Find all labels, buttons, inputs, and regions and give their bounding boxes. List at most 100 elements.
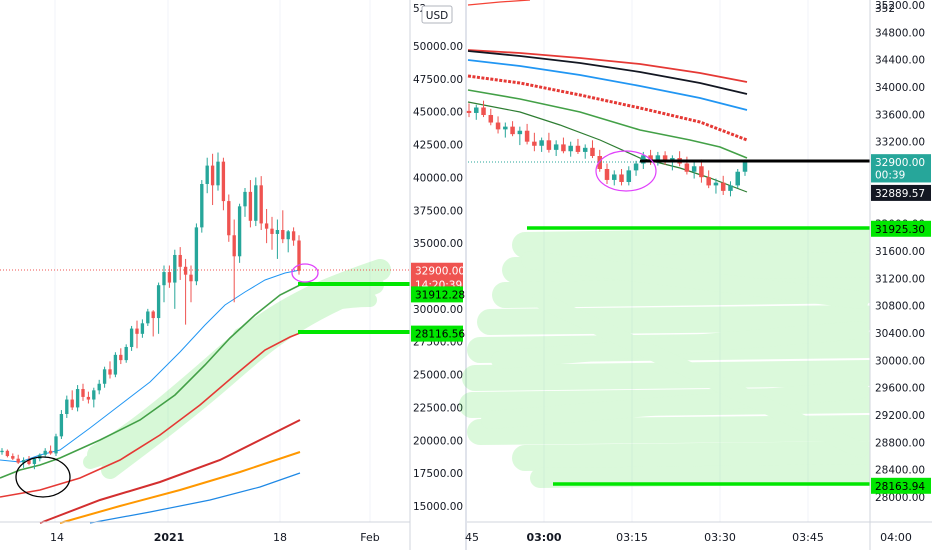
right-x-tick-0: 45 (465, 531, 479, 544)
price-tag-label: 28163.94 (875, 481, 925, 493)
candle-body (481, 107, 486, 116)
right-x-tick-2: 03:15 (616, 531, 648, 544)
candle-body (720, 182, 726, 191)
candle-body (216, 161, 220, 186)
panel-separator[interactable] (465, 0, 467, 550)
right-annotation-circle-pink (595, 150, 657, 192)
candle-body (237, 206, 242, 257)
candle-body (151, 311, 155, 319)
candle-body (684, 163, 690, 172)
y-tick-label: 33200.00 (875, 137, 925, 149)
right-price-axis[interactable]: 35200.00 34800.00 34400.00 34000.00 33600.00… (869, 0, 932, 550)
price-tag-label: 00:39 (875, 169, 905, 181)
ma-red-top (467, 0, 531, 6)
y-tick-label: 15000.00 (413, 501, 463, 513)
left-annotation-circle-pink (291, 263, 319, 283)
y-tick-label: 33600.00 (875, 109, 925, 121)
left-x-tick-3: Feb (360, 531, 379, 544)
left-brush-highlight (83, 259, 391, 479)
candle-body (259, 185, 263, 224)
candle-body (510, 126, 515, 135)
candle-body (189, 274, 193, 282)
ma-blue-long (89, 472, 301, 524)
candle-body (713, 182, 719, 186)
ma-mid-green (0, 284, 301, 479)
candle-body (582, 147, 588, 152)
right-time-axis[interactable]: 45 03:00 03:15 03:30 03:45 04:00 (465, 521, 932, 544)
candle-body (281, 230, 285, 240)
y-tick-label: 42500.00 (413, 140, 463, 152)
candle-body (662, 155, 668, 163)
price-tag-label: 32889.57 (875, 188, 925, 200)
ma-green-upper (467, 89, 748, 159)
candle-body (546, 140, 552, 150)
currency-selector[interactable]: USD (421, 5, 453, 24)
y-tick-label: 17500.00 (413, 468, 463, 480)
candle-body (612, 174, 617, 180)
ma-200-red (39, 419, 301, 524)
candle-body (21, 460, 26, 463)
y-tick-label-clipped: 352 (875, 3, 895, 15)
y-tick-label: 34400.00 (875, 55, 925, 67)
y-tick-label: 31200.00 (875, 273, 925, 285)
y-tick-label: 35000.00 (413, 238, 463, 250)
candle-body (699, 166, 704, 178)
right-brush-highlight (459, 227, 881, 488)
ma-fast-blue (0, 269, 301, 463)
candle-body (590, 147, 595, 157)
ma-red-200 (467, 49, 748, 83)
candle-body (232, 235, 236, 257)
candle-body (48, 450, 53, 454)
candle-body (286, 231, 290, 240)
y-tick-label: 34000.00 (875, 82, 925, 94)
left-x-tick-0: 14 (50, 531, 64, 544)
candle-body (568, 145, 573, 152)
left-price-chart[interactable] (0, 0, 410, 524)
y-tick-label: 40000.00 (413, 172, 463, 184)
candle-body (561, 144, 566, 152)
price-tag-label: 31925.30 (875, 224, 925, 236)
candle-body (129, 328, 134, 347)
candle-body (43, 450, 47, 455)
candle-body (27, 460, 31, 464)
left-x-tick-2: 18 (273, 531, 287, 544)
y-tick-label: 29200.00 (875, 410, 925, 422)
candle-body (221, 161, 226, 202)
candle-body (488, 115, 494, 123)
right-moving-averages (467, 0, 748, 193)
left-moving-averages (0, 269, 301, 524)
candle-body (0, 450, 4, 453)
right-price-tags: 32900.0000:39 32889.57 31925.30 28163.94 (871, 154, 931, 494)
svg-text:USD: USD (426, 10, 448, 22)
candle-body (532, 141, 537, 146)
price-tag-label: 28116.56 (415, 329, 465, 341)
y-tick-label: 30000.00 (875, 355, 925, 367)
candle-body (291, 231, 296, 241)
candle-body (633, 163, 639, 171)
candle-body (32, 458, 37, 464)
left-price-axis[interactable]: 50000.00 47500.00 45000.00 42500.00 40000.00… (409, 0, 465, 550)
candle-body (183, 266, 188, 275)
right-price-chart[interactable] (459, 0, 881, 522)
candle-body (81, 389, 85, 397)
right-x-tick-4: 03:45 (792, 531, 824, 544)
y-tick-label: 28400.00 (875, 465, 925, 477)
candle-body (119, 354, 123, 361)
candle-body (210, 165, 215, 186)
left-time-axis[interactable]: 14 2021 18 Feb (0, 521, 410, 544)
candle-body (503, 126, 508, 130)
y-tick-label: 25000.00 (413, 370, 463, 382)
candle-body (16, 458, 20, 463)
candle-body (495, 122, 501, 130)
candle-body (70, 399, 74, 408)
price-tag-label: 31912.28 (415, 289, 465, 301)
candle-body (604, 169, 610, 180)
left-annotation-circle-black (15, 456, 71, 498)
candle-body (270, 228, 274, 234)
price-tag-level (411, 286, 463, 303)
right-x-tick-1: 03:00 (526, 531, 561, 544)
candle-body (735, 171, 740, 186)
candle-body (227, 201, 231, 236)
candle-body (691, 166, 697, 172)
